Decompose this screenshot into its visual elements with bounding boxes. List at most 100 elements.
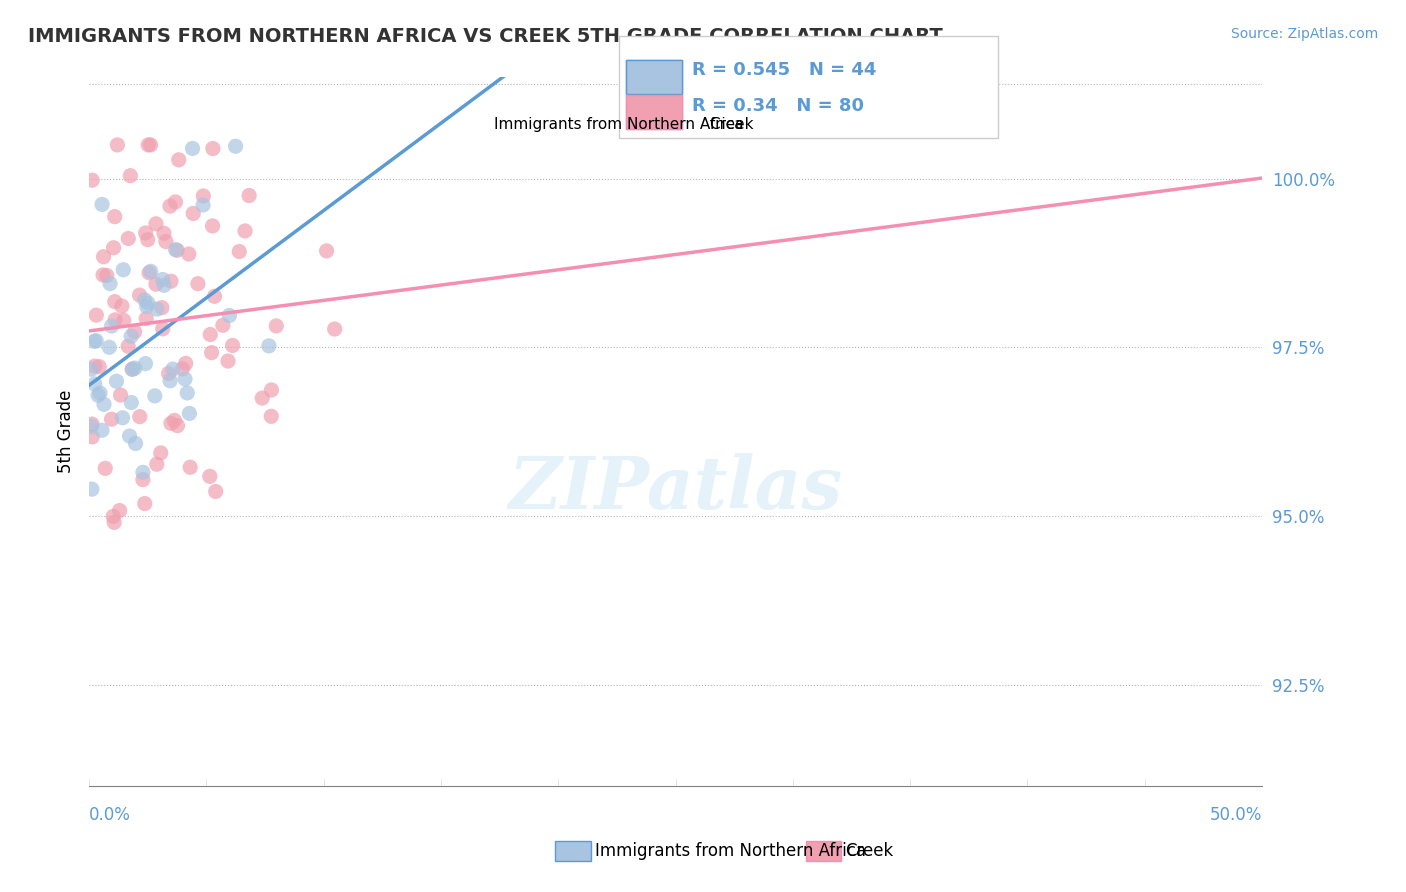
Point bbox=[315, 244, 337, 258]
Point bbox=[111, 410, 134, 425]
Point bbox=[103, 509, 125, 524]
Point bbox=[323, 322, 346, 336]
Point bbox=[132, 466, 155, 480]
Point bbox=[181, 206, 204, 220]
Point bbox=[121, 362, 143, 376]
Point bbox=[135, 311, 157, 326]
Point bbox=[260, 383, 283, 397]
Point bbox=[179, 460, 201, 475]
Point bbox=[157, 367, 180, 381]
Text: 0.0%: 0.0% bbox=[89, 806, 131, 824]
Point bbox=[167, 153, 190, 167]
Point bbox=[250, 391, 273, 405]
Point bbox=[84, 308, 107, 322]
Point bbox=[124, 436, 146, 450]
Point bbox=[112, 313, 135, 327]
Point bbox=[98, 340, 121, 354]
Text: Creek: Creek bbox=[709, 118, 754, 132]
Point bbox=[83, 359, 105, 373]
Point bbox=[225, 139, 247, 153]
Point bbox=[159, 374, 181, 388]
Point bbox=[201, 345, 224, 359]
Point bbox=[82, 430, 104, 444]
Text: ZIPatlas: ZIPatlas bbox=[509, 453, 842, 524]
Point bbox=[117, 339, 139, 353]
Point bbox=[120, 169, 142, 183]
Point bbox=[98, 277, 121, 291]
Point bbox=[166, 244, 188, 258]
Point bbox=[82, 173, 104, 187]
Point bbox=[163, 413, 186, 427]
Point bbox=[200, 327, 222, 342]
Point bbox=[187, 277, 209, 291]
Point bbox=[257, 339, 280, 353]
Point bbox=[181, 141, 204, 155]
Point bbox=[134, 497, 156, 511]
Point bbox=[166, 418, 188, 433]
Point bbox=[134, 293, 156, 307]
Text: Source: ZipAtlas.com: Source: ZipAtlas.com bbox=[1230, 27, 1378, 41]
Point bbox=[91, 423, 114, 437]
Point bbox=[136, 233, 159, 247]
Point bbox=[155, 235, 177, 249]
Point bbox=[160, 417, 183, 431]
Point bbox=[165, 194, 187, 209]
Point bbox=[136, 137, 159, 152]
Point bbox=[100, 318, 122, 333]
Point bbox=[104, 313, 127, 327]
Point bbox=[174, 372, 197, 386]
Point bbox=[233, 224, 256, 238]
Point bbox=[87, 388, 110, 402]
Text: IMMIGRANTS FROM NORTHERN AFRICA VS CREEK 5TH GRADE CORRELATION CHART: IMMIGRANTS FROM NORTHERN AFRICA VS CREEK… bbox=[28, 27, 943, 45]
Point bbox=[104, 210, 127, 224]
Point bbox=[146, 457, 169, 471]
Point bbox=[138, 266, 160, 280]
Point bbox=[217, 354, 239, 368]
Text: Immigrants from Northern Africa: Immigrants from Northern Africa bbox=[595, 842, 866, 860]
Point bbox=[145, 277, 167, 292]
Point bbox=[139, 137, 162, 152]
Point bbox=[89, 386, 111, 401]
Point bbox=[238, 188, 260, 202]
Point bbox=[152, 322, 174, 336]
Point bbox=[201, 219, 224, 233]
Point bbox=[120, 395, 142, 409]
Point bbox=[204, 289, 226, 303]
Y-axis label: 5th Grade: 5th Grade bbox=[58, 390, 75, 474]
Point bbox=[264, 318, 287, 333]
Point bbox=[124, 325, 146, 339]
Point bbox=[100, 412, 122, 426]
Point bbox=[136, 296, 159, 310]
Point bbox=[80, 362, 103, 376]
Point bbox=[128, 288, 150, 302]
Point bbox=[105, 374, 128, 388]
Point bbox=[177, 247, 200, 261]
Point bbox=[176, 385, 198, 400]
Point bbox=[93, 397, 115, 411]
Point bbox=[83, 334, 105, 349]
Point bbox=[198, 469, 221, 483]
Point bbox=[134, 357, 156, 371]
Point bbox=[89, 359, 111, 374]
Point bbox=[218, 309, 240, 323]
Point bbox=[91, 268, 114, 282]
Point bbox=[107, 137, 129, 152]
Point bbox=[153, 227, 176, 241]
Point bbox=[139, 264, 162, 278]
Point bbox=[118, 429, 141, 443]
Point bbox=[110, 388, 132, 402]
Point bbox=[135, 300, 157, 314]
Text: 50.0%: 50.0% bbox=[1209, 806, 1263, 824]
Point bbox=[91, 197, 114, 211]
Point bbox=[146, 302, 169, 317]
Point bbox=[117, 231, 139, 245]
Point bbox=[112, 262, 135, 277]
Point bbox=[201, 141, 224, 155]
Point bbox=[135, 226, 157, 240]
Point bbox=[84, 334, 107, 348]
Point bbox=[260, 409, 283, 424]
Point bbox=[128, 409, 150, 424]
Point bbox=[193, 189, 215, 203]
Point bbox=[221, 338, 243, 352]
Point bbox=[152, 272, 174, 286]
